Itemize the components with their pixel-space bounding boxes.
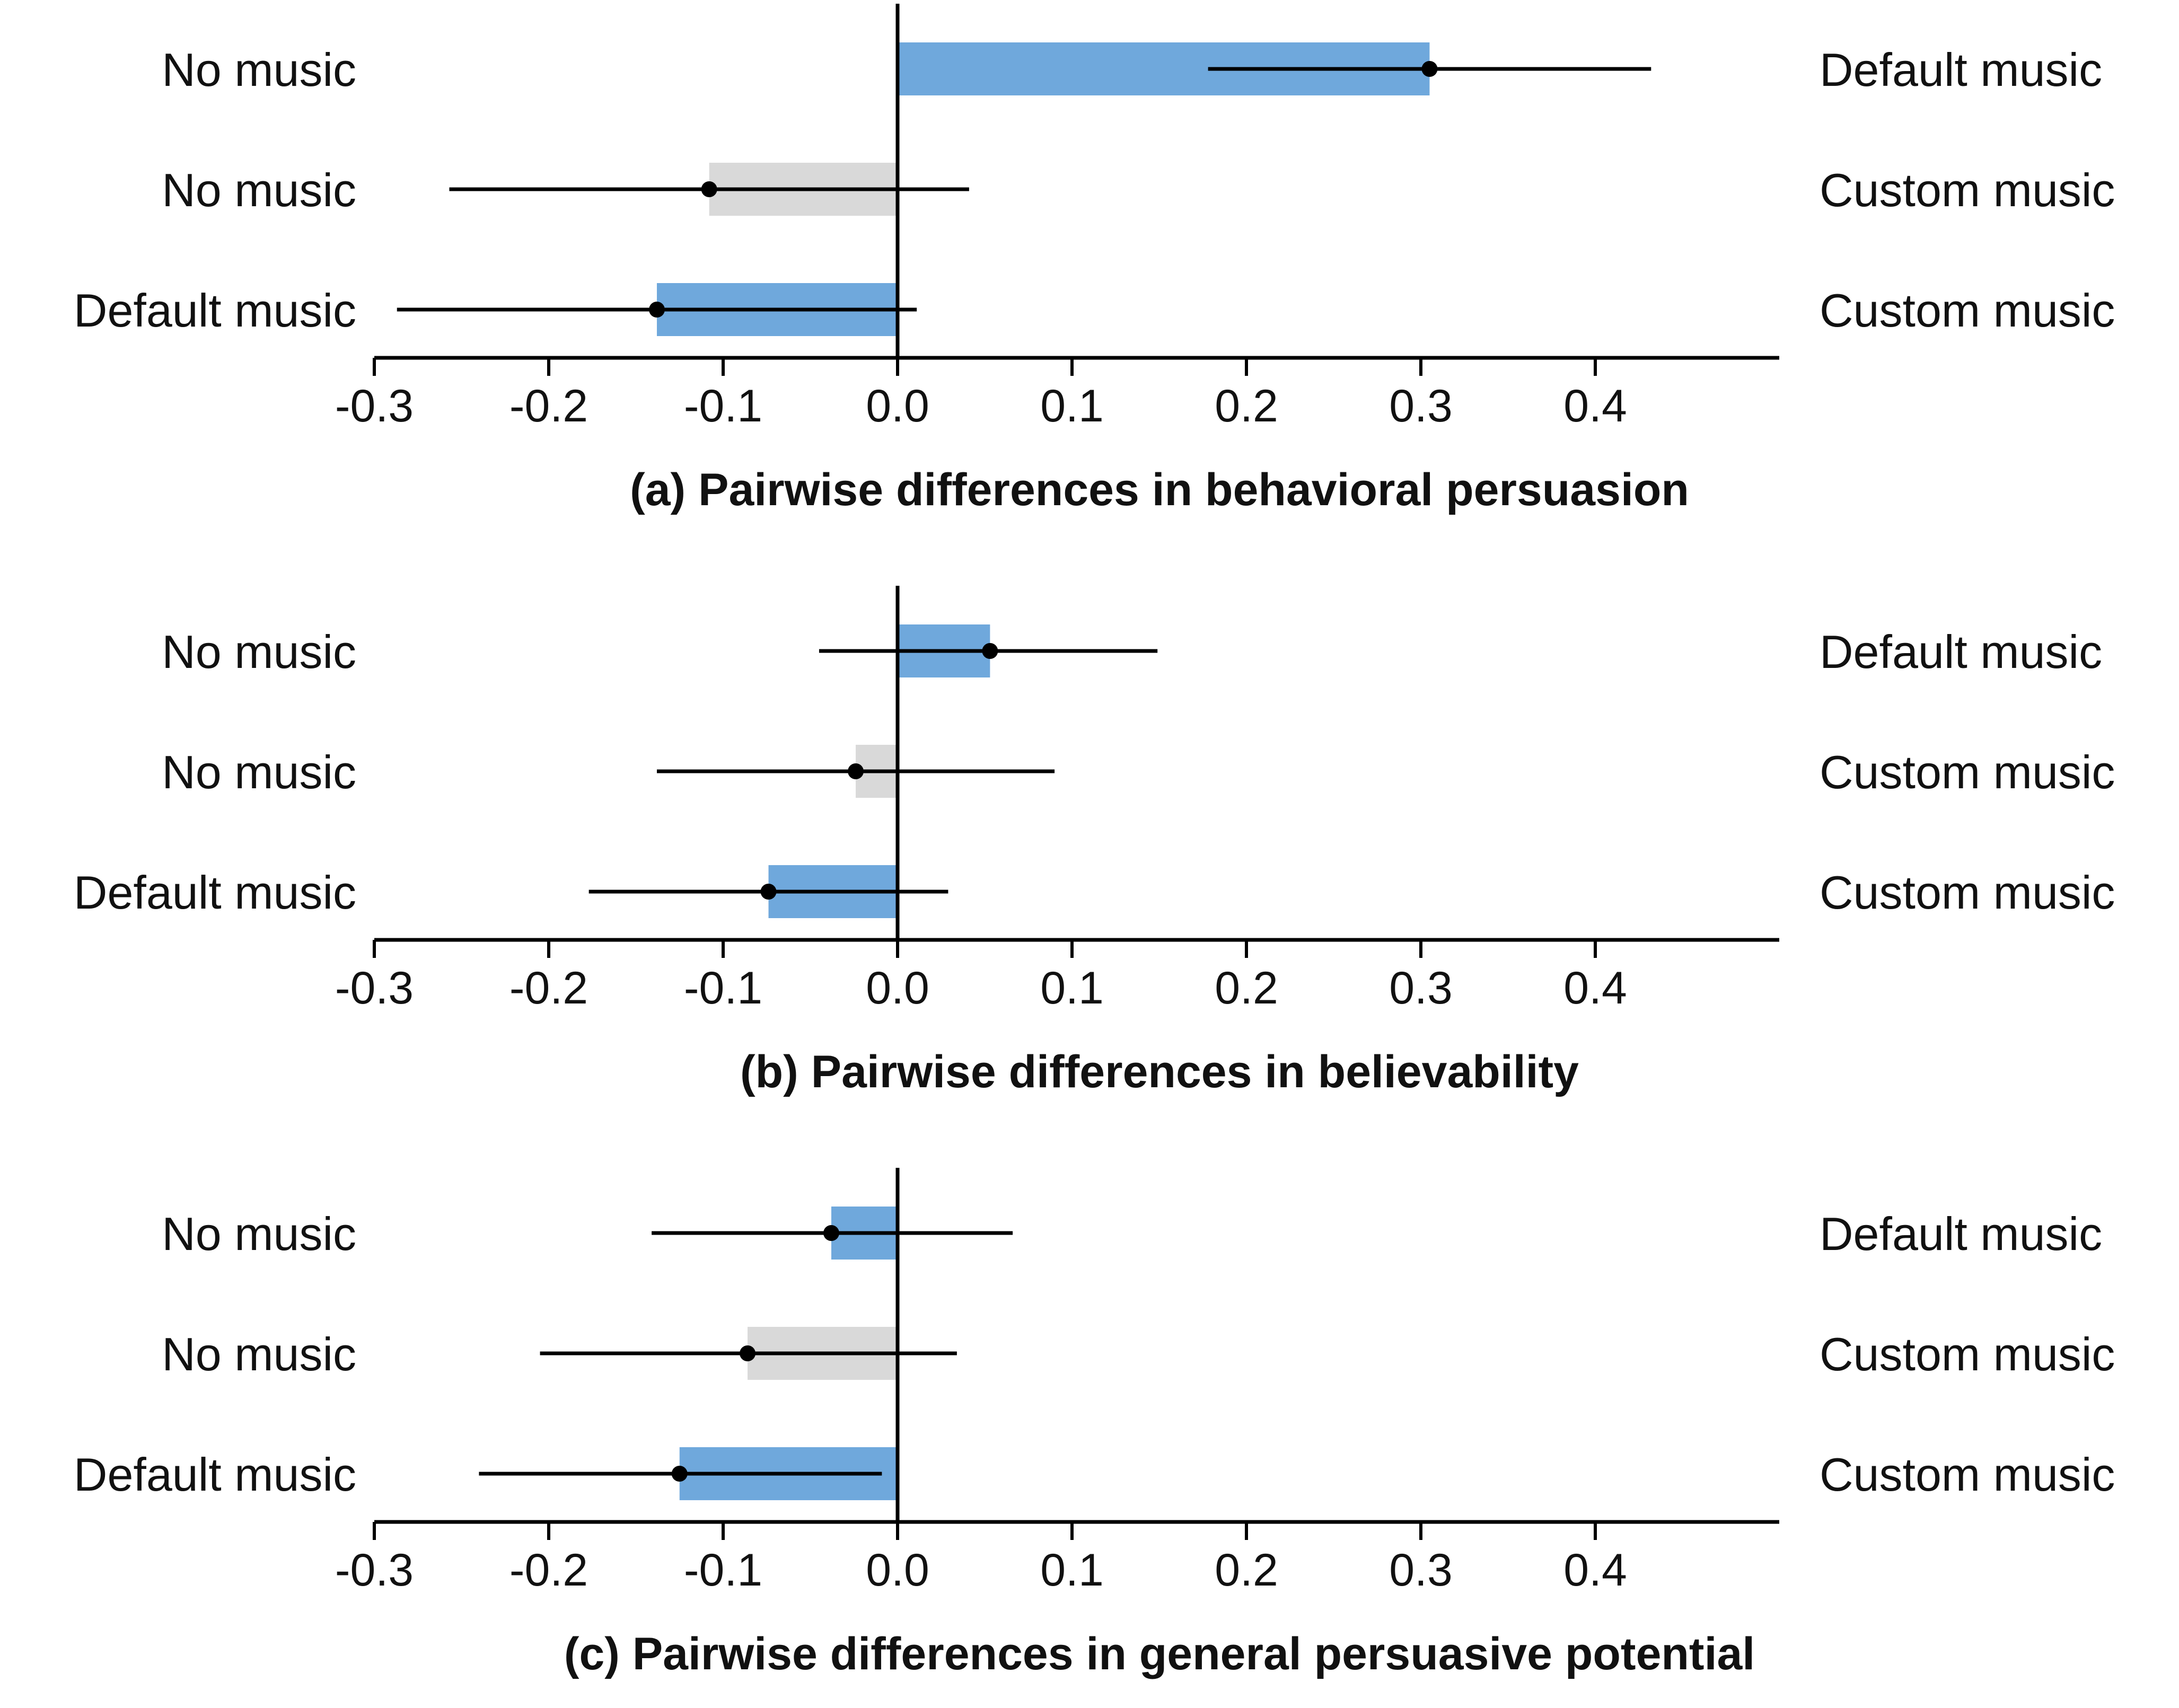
x-tick-label: 0.1 bbox=[1040, 963, 1104, 1014]
x-tick-label: 0.3 bbox=[1389, 1545, 1453, 1596]
point-estimate-1-3 bbox=[648, 302, 665, 318]
left-condition-label: No music bbox=[162, 1208, 356, 1260]
right-condition-label: Custom music bbox=[1820, 746, 2115, 798]
right-condition-label: Default music bbox=[1820, 626, 2102, 678]
x-tick-label: 0.1 bbox=[1040, 381, 1104, 432]
right-condition-label: Custom music bbox=[1820, 1328, 2115, 1380]
point-estimate-2-3 bbox=[760, 884, 777, 900]
x-tick-label: 0.3 bbox=[1389, 381, 1453, 432]
right-condition-label: Default music bbox=[1820, 1208, 2102, 1260]
x-tick-label: -0.2 bbox=[509, 381, 588, 432]
x-tick-label: 0.0 bbox=[866, 381, 929, 432]
x-tick-label: 0.1 bbox=[1040, 1545, 1104, 1596]
x-tick-label: -0.3 bbox=[335, 381, 414, 432]
point-estimate-1-2 bbox=[701, 181, 717, 197]
x-tick-label: -0.1 bbox=[684, 381, 762, 432]
point-estimate-2-1 bbox=[982, 643, 998, 659]
point-estimate-3-3 bbox=[671, 1466, 688, 1482]
point-estimate-3-2 bbox=[740, 1345, 756, 1361]
left-condition-label: No music bbox=[162, 43, 356, 96]
right-condition-label: Custom music bbox=[1820, 284, 2115, 337]
panel-title: (c) Pairwise differences in general pers… bbox=[564, 1628, 1755, 1679]
left-condition-label: No music bbox=[162, 746, 356, 798]
x-tick-label: 0.0 bbox=[866, 1545, 929, 1596]
x-tick-label: -0.3 bbox=[335, 1545, 414, 1596]
x-tick-label: -0.3 bbox=[335, 963, 414, 1014]
right-condition-label: Default music bbox=[1820, 43, 2102, 96]
x-tick-label: 0.2 bbox=[1215, 1545, 1278, 1596]
x-tick-label: 0.2 bbox=[1215, 381, 1278, 432]
left-condition-label: Default music bbox=[74, 284, 356, 337]
right-condition-label: Custom music bbox=[1820, 164, 2115, 216]
x-tick-label: -0.1 bbox=[684, 963, 762, 1014]
left-condition-label: No music bbox=[162, 626, 356, 678]
x-tick-label: -0.2 bbox=[509, 1545, 588, 1596]
x-tick-label: 0.4 bbox=[1563, 1545, 1627, 1596]
left-condition-label: Default music bbox=[74, 866, 356, 919]
x-tick-label: 0.4 bbox=[1563, 381, 1627, 432]
right-condition-label: Custom music bbox=[1820, 866, 2115, 919]
left-condition-label: No music bbox=[162, 1328, 356, 1380]
point-estimate-3-1 bbox=[823, 1225, 839, 1241]
panel-title: (b) Pairwise differences in believabilit… bbox=[740, 1046, 1579, 1097]
left-condition-label: Default music bbox=[74, 1448, 356, 1501]
x-tick-label: 0.4 bbox=[1563, 963, 1627, 1014]
x-tick-label: 0.3 bbox=[1389, 963, 1453, 1014]
point-estimate-1-1 bbox=[1421, 61, 1438, 77]
x-tick-label: 0.0 bbox=[866, 963, 929, 1014]
right-condition-label: Custom music bbox=[1820, 1448, 2115, 1501]
left-condition-label: No music bbox=[162, 164, 356, 216]
x-tick-label: -0.1 bbox=[684, 1545, 762, 1596]
point-estimate-2-2 bbox=[848, 763, 864, 779]
x-tick-label: 0.2 bbox=[1215, 963, 1278, 1014]
x-tick-label: -0.2 bbox=[509, 963, 588, 1014]
panel-title: (a) Pairwise differences in behavioral p… bbox=[630, 464, 1689, 515]
